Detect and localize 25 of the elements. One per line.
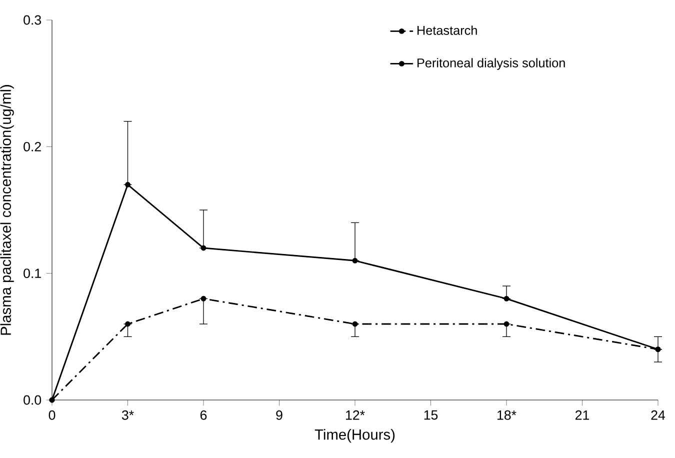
x-tick-label: 15 (424, 410, 438, 420)
point (200, 245, 206, 251)
x-tick-label: 21 (576, 410, 590, 420)
x-tick-label: 9 (276, 410, 282, 420)
point (125, 321, 130, 327)
point (504, 321, 510, 327)
y-tick-label: 0.2 (24, 142, 41, 152)
legend-label: Peritoneal dialysis solution (418, 58, 565, 70)
y-tick-label: 0.3 (24, 15, 42, 25)
legend-label: Hetastarch (418, 26, 477, 35)
y-tick-label: 0.0 (24, 395, 42, 405)
point (504, 296, 510, 302)
y-tick-label: 0.1 (24, 268, 41, 278)
x-tick-label: 6 (200, 410, 207, 420)
x-tick-label: 0 (48, 410, 56, 420)
x-tick-label: 24 (651, 410, 666, 420)
x-tick-label: 3* (122, 410, 134, 420)
point (352, 258, 358, 264)
point (352, 321, 358, 327)
point (125, 182, 130, 188)
x-axis-title: Time(Hours) (314, 429, 395, 443)
point (200, 296, 206, 302)
y-axis-title: Plasma paclitaxel concentration(ug/ml) (0, 85, 14, 335)
x-tick-label: 18* (498, 410, 516, 420)
x-tick-label: 12* (346, 410, 365, 420)
